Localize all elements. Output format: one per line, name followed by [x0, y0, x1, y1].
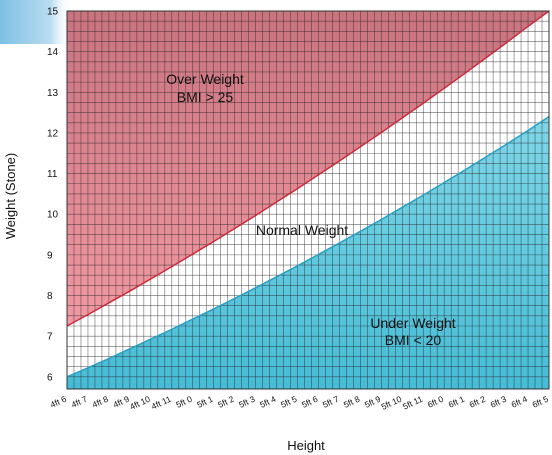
- corner-banner: [0, 0, 72, 44]
- plot-area: [66, 10, 550, 390]
- y-tick-label: 6: [47, 372, 53, 383]
- x-tick-label: 5ft 3: [237, 394, 256, 410]
- x-tick-label: 4ft 11: [150, 394, 173, 412]
- y-tick-label: 14: [47, 47, 59, 58]
- x-tick-label: 4ft 7: [70, 394, 89, 410]
- x-tick-label: 5ft 1: [195, 394, 214, 410]
- over-weight-bmi-label: BMI > 25: [177, 89, 234, 105]
- bmi-20-line: [66, 116, 550, 378]
- bmi-25-line: [66, 10, 550, 327]
- plot-border: [66, 10, 550, 390]
- x-tick-label: 4ft 8: [91, 394, 110, 410]
- x-tick-label: 6ft 5: [531, 394, 550, 410]
- x-tick-label: 5ft 7: [321, 394, 340, 410]
- y-tick-label: 13: [47, 88, 59, 99]
- y-tick-label: 9: [47, 250, 53, 261]
- y-tick-label: 15: [47, 7, 59, 18]
- x-tick-label: 6ft 2: [468, 394, 487, 410]
- normal-weight-label: Normal Weight: [256, 222, 348, 238]
- y-tick-label: 10: [47, 210, 59, 221]
- x-tick-label: 5ft 0: [174, 394, 193, 410]
- y-axis-ticks: 6 7 8 9 10 11 12 13 14 15: [47, 7, 59, 384]
- x-tick-label: 5ft 6: [300, 394, 319, 410]
- y-tick-label: 7: [47, 332, 53, 343]
- x-tick-label: 5ft 11: [401, 394, 424, 412]
- x-tick-label: 5ft 5: [279, 394, 298, 410]
- y-axis-label: Weight (Stone): [3, 153, 18, 239]
- x-tick-label: 4ft 10: [128, 394, 152, 412]
- y-tick-label: 8: [47, 291, 53, 302]
- x-tick-label: 5ft 4: [258, 394, 277, 410]
- x-tick-label: 5ft 2: [216, 394, 235, 410]
- x-tick-label: 6ft 3: [489, 394, 508, 410]
- x-tick-label: 6ft 4: [510, 394, 529, 410]
- y-tick-label: 12: [47, 128, 59, 139]
- over-weight-area: [67, 11, 549, 326]
- over-weight-label: Over Weight: [166, 71, 244, 87]
- under-weight-bmi-label: BMI < 20: [385, 332, 442, 348]
- under-weight-label: Under Weight: [370, 315, 455, 331]
- y-tick-label: 11: [47, 169, 58, 180]
- x-tick-label: 5ft 10: [380, 394, 404, 412]
- x-tick-label: 5ft 8: [342, 394, 361, 410]
- x-tick-label: 6ft 0: [426, 394, 445, 410]
- x-axis-label: Height: [287, 438, 325, 453]
- under-weight-area: [67, 116, 549, 390]
- x-tick-label: 4ft 6: [49, 394, 68, 410]
- x-tick-label: 6ft 1: [447, 394, 466, 410]
